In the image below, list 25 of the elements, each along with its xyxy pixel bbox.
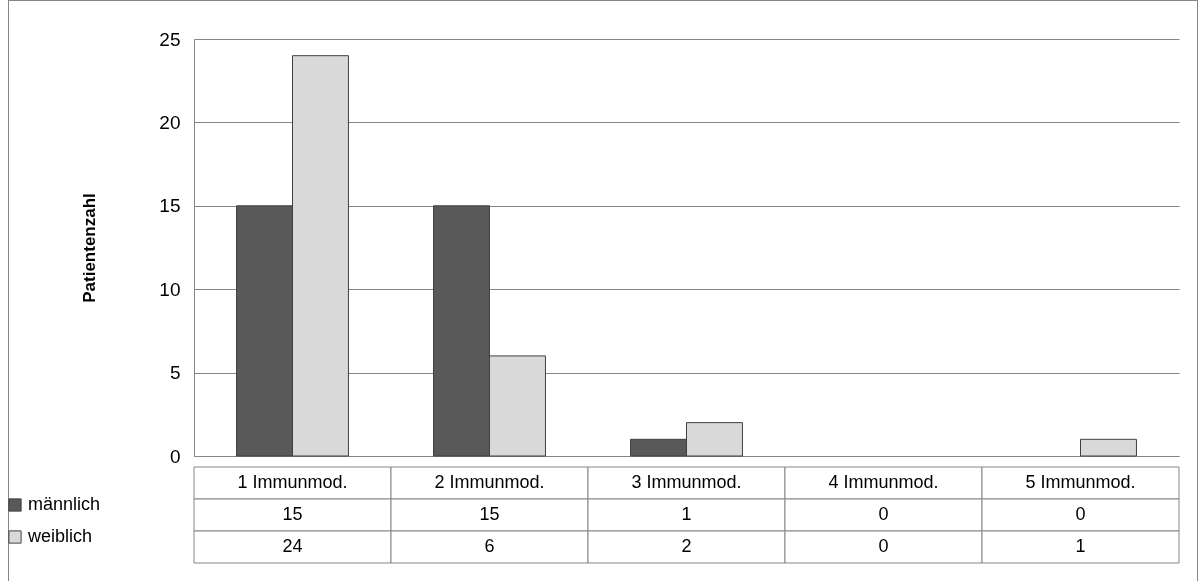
legend-label: weiblich — [27, 526, 93, 546]
x-tick-label: 5 Immunmod. — [1025, 472, 1136, 492]
y-tick-label: 10 — [159, 278, 181, 300]
data-label: 2 — [681, 536, 692, 556]
legend-label: männlich — [28, 494, 101, 514]
data-label: 1 — [1075, 536, 1086, 556]
y-tick-label: 15 — [159, 195, 181, 217]
y-tick-label: 0 — [169, 445, 181, 467]
data-label: 0 — [878, 536, 889, 556]
data-label: 1 — [681, 504, 692, 524]
x-tick-label: 2 Immunmod. — [434, 472, 545, 492]
y-axis-title: Patientenzahl — [80, 193, 100, 303]
x-tick-label: 1 Immunmod. — [237, 472, 348, 492]
data-label: 0 — [878, 504, 889, 524]
data-label: 0 — [1075, 504, 1086, 524]
y-tick-label: 5 — [169, 362, 181, 384]
y-tick-label: 25 — [159, 28, 181, 50]
y-tick-label: 20 — [159, 111, 181, 133]
x-tick-label: 4 Immunmod. — [828, 472, 939, 492]
data-label: 15 — [282, 504, 303, 524]
data-label: 6 — [484, 536, 495, 556]
data-label: 15 — [479, 504, 500, 524]
data-label: 24 — [282, 536, 303, 556]
bar — [1080, 438, 1137, 457]
x-tick-label: 3 Immunmod. — [631, 472, 742, 492]
